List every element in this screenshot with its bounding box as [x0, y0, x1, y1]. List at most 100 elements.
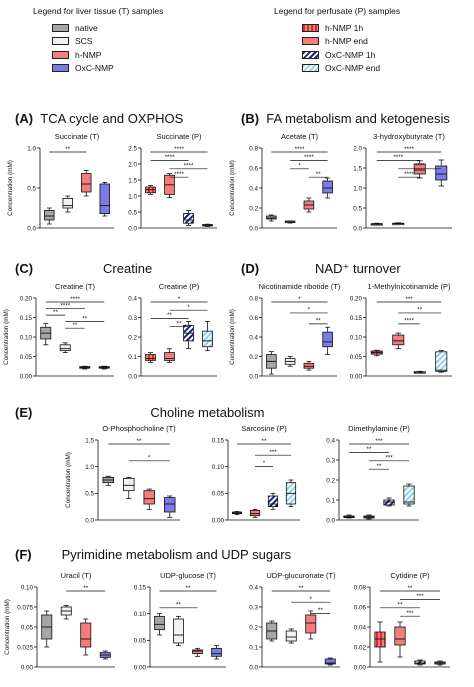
significance-label: * [187, 304, 190, 311]
box [383, 499, 395, 506]
significance-label: ** [73, 322, 78, 329]
section-f-header: (F) Pyrimidine metabolism and UDP sugars [15, 547, 291, 562]
legend-item: native [52, 21, 163, 35]
legend-label: h-NMP [75, 49, 102, 60]
y-axis-label: Concentration (mM) [65, 452, 72, 508]
significance-label: ** [167, 312, 172, 319]
y-tick-label: 0.075 [17, 604, 33, 611]
legend-item: SCS [52, 35, 163, 49]
box [374, 631, 386, 648]
y-tick-label: 0.4 [249, 584, 258, 591]
y-tick-label: 0.10 [212, 464, 225, 471]
y-tick-label: 0.08 [354, 584, 367, 591]
y-tick-label: 0.8 [249, 295, 258, 302]
y-tick-label: 0.3 [326, 457, 335, 464]
box [285, 630, 297, 642]
y-tick-label: 1.0 [85, 464, 94, 471]
significance-label: *** [269, 449, 277, 456]
legend-label: SCS [75, 36, 93, 47]
y-tick-label: 0.05 [350, 354, 363, 361]
chart-title: Cytidine (P) [390, 571, 430, 580]
significance-label: * [298, 163, 301, 170]
y-axis-label: Concentration (mM) [7, 160, 14, 216]
box [183, 213, 194, 224]
box [44, 209, 55, 221]
legend-swatch [302, 23, 319, 32]
legend-swatch [302, 64, 319, 73]
y-tick-label: 0.04 [354, 624, 367, 631]
y-tick-label: 2.0 [128, 161, 137, 168]
y-tick-label: 0.00 [21, 664, 34, 671]
significance-label: ** [83, 585, 88, 592]
significance-label: *** [405, 296, 413, 303]
box [403, 485, 415, 505]
section-c-header: (C) Creatine [15, 261, 152, 276]
significance-label: * [263, 460, 266, 467]
y-tick-label: 0.2 [128, 334, 137, 341]
y-tick-label: 0.2 [249, 354, 258, 361]
section-title: Creatine [103, 261, 153, 276]
box [435, 165, 448, 181]
legend-item: h-NMP end [302, 35, 400, 49]
y-tick-label: 0.4 [249, 185, 258, 192]
legend-swatch [302, 50, 319, 59]
significance-label: ** [53, 309, 58, 316]
y-tick-label: 0.10 [134, 611, 147, 618]
chart-title: Creatine (T) [55, 282, 96, 291]
y-tick-label: 0.0 [27, 225, 36, 232]
section-title: Pyrimidine metabolism and UDP sugars [61, 547, 292, 562]
y-tick-label: 1.0 [128, 193, 137, 200]
box [123, 477, 135, 492]
y-tick-label: 0.0 [326, 517, 335, 524]
section-b-header: (B) FA metabolism and ketogenesis [241, 111, 450, 126]
box [392, 334, 405, 346]
significance-label: ** [65, 146, 70, 153]
y-tick-label: 0.15 [350, 315, 363, 322]
box [59, 344, 71, 352]
chart-title: UDP-glucuronate (T) [266, 571, 336, 580]
y-tick-label: 2.5 [128, 145, 137, 152]
y-tick-label: 0.2 [249, 205, 258, 212]
y-tick-label: 0.0 [128, 225, 137, 232]
y-tick-label: 0.05 [20, 354, 33, 361]
y-tick-label: 0.20 [20, 295, 33, 302]
y-tick-label: 0.2 [249, 624, 258, 631]
y-tick-label: 0.1 [128, 354, 137, 361]
y-tick-label: 0.0 [249, 225, 258, 232]
box [322, 331, 333, 348]
box [164, 497, 176, 513]
y-tick-label: 0.0 [249, 373, 258, 380]
box [99, 183, 110, 215]
legend-item: OxC-NMP [52, 62, 163, 76]
y-tick-label: 0.4 [249, 334, 258, 341]
box [414, 660, 426, 665]
y-axis-label: Concentration (mM) [4, 599, 11, 655]
box [202, 330, 213, 348]
box [154, 615, 165, 631]
y-tick-label: 0.10 [350, 334, 363, 341]
box [81, 173, 92, 193]
legend-swatch [52, 23, 69, 32]
box [435, 351, 448, 372]
y-axis-label: Concentration (mM) [229, 160, 236, 216]
significance-label: * [298, 296, 301, 303]
y-tick-label: 1.5 [128, 177, 137, 184]
box [324, 658, 336, 665]
box [62, 197, 73, 209]
box [266, 215, 277, 220]
y-tick-label: 0.4 [128, 295, 137, 302]
significance-label: ** [417, 307, 422, 314]
significance-label: **** [70, 296, 80, 303]
significance-label: **** [174, 171, 184, 178]
legend-label: OxC-NMP end [325, 63, 381, 74]
significance-label: *** [385, 455, 393, 462]
y-tick-label: 0.5 [27, 185, 36, 192]
chart-title: Succinate (T) [55, 132, 100, 141]
significance-label: ** [137, 438, 142, 445]
y-tick-label: 0.8 [249, 145, 258, 152]
significance-label: ** [186, 585, 191, 592]
y-tick-label: 0.3 [249, 604, 258, 611]
significance-label: **** [404, 146, 414, 153]
section-letter: (D) [241, 261, 260, 276]
